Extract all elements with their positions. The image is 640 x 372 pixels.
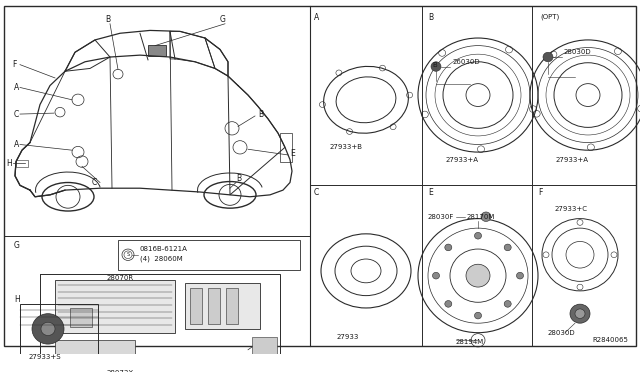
Text: 28030D: 28030D — [548, 330, 575, 336]
Circle shape — [32, 314, 64, 344]
Text: 28070R: 28070R — [106, 275, 134, 280]
Text: (OPT): (OPT) — [540, 14, 559, 20]
Bar — [16, 160, 28, 167]
Text: (4)  28060M: (4) 28060M — [140, 255, 183, 262]
Circle shape — [41, 322, 55, 336]
Bar — [118, 240, 300, 270]
Text: A: A — [14, 140, 19, 149]
Text: 0816B-6121A: 0816B-6121A — [140, 246, 188, 252]
Text: 27933: 27933 — [337, 334, 359, 340]
Circle shape — [504, 301, 511, 307]
Bar — [20, 304, 98, 354]
Text: B: B — [236, 174, 241, 183]
Circle shape — [433, 272, 440, 279]
Text: B: B — [432, 62, 436, 68]
Text: 28030D: 28030D — [564, 49, 591, 55]
Bar — [55, 280, 175, 333]
Text: H: H — [6, 159, 12, 168]
Text: 28194M: 28194M — [456, 339, 484, 345]
Bar — [280, 133, 292, 161]
Text: G: G — [220, 15, 226, 23]
Text: R2840065: R2840065 — [592, 337, 628, 343]
Circle shape — [575, 309, 585, 318]
Bar — [226, 288, 238, 324]
Text: A: A — [314, 13, 319, 22]
Circle shape — [431, 62, 441, 71]
Text: 27933+B: 27933+B — [330, 144, 362, 150]
Text: H: H — [14, 295, 20, 304]
Bar — [190, 288, 202, 324]
Text: G: G — [14, 241, 20, 250]
Bar — [148, 45, 166, 56]
Circle shape — [445, 244, 452, 251]
Bar — [40, 274, 280, 372]
Text: A: A — [14, 83, 19, 92]
Text: 28030F: 28030F — [428, 214, 454, 220]
Circle shape — [466, 264, 490, 287]
Circle shape — [570, 304, 590, 323]
Text: C: C — [92, 178, 97, 187]
Text: C: C — [314, 187, 319, 196]
Text: 27933+A: 27933+A — [445, 157, 479, 163]
Circle shape — [445, 301, 452, 307]
Text: 27933+A: 27933+A — [556, 157, 589, 163]
Bar — [70, 308, 92, 327]
Bar — [208, 288, 220, 324]
Text: 28170M: 28170M — [467, 214, 495, 220]
Bar — [55, 340, 135, 367]
Circle shape — [474, 312, 481, 319]
Bar — [185, 283, 260, 329]
Bar — [252, 337, 277, 356]
Circle shape — [474, 232, 481, 239]
Circle shape — [504, 244, 511, 251]
Text: B: B — [105, 15, 110, 23]
Text: F: F — [538, 187, 542, 196]
Text: S: S — [127, 252, 129, 257]
Text: E: E — [290, 150, 295, 158]
Text: 26030D: 26030D — [453, 59, 481, 65]
Text: B: B — [258, 110, 263, 119]
Text: C: C — [14, 110, 19, 119]
Text: B: B — [428, 13, 433, 22]
Text: F: F — [12, 60, 17, 69]
Circle shape — [481, 212, 491, 221]
Text: 28073X: 28073X — [106, 370, 134, 372]
Circle shape — [516, 272, 524, 279]
Text: E: E — [428, 187, 433, 196]
Text: 27933+S: 27933+S — [29, 355, 61, 360]
Text: 27933+C: 27933+C — [555, 206, 588, 212]
Circle shape — [543, 52, 553, 62]
